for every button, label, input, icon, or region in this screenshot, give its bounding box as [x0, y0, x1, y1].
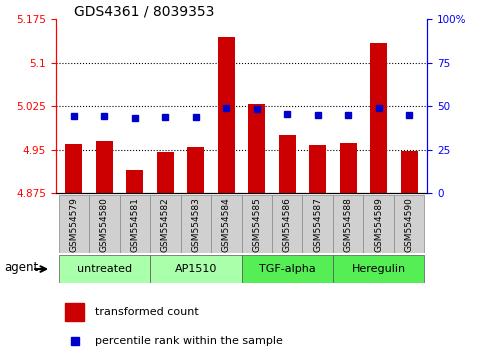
FancyBboxPatch shape	[333, 255, 425, 283]
Text: GSM554582: GSM554582	[161, 198, 170, 252]
Text: GDS4361 / 8039353: GDS4361 / 8039353	[74, 4, 214, 18]
FancyBboxPatch shape	[242, 195, 272, 253]
Text: GSM554587: GSM554587	[313, 198, 322, 252]
Text: GSM554584: GSM554584	[222, 198, 231, 252]
FancyBboxPatch shape	[181, 195, 211, 253]
Bar	[96, 141, 113, 193]
FancyBboxPatch shape	[272, 195, 302, 253]
FancyBboxPatch shape	[58, 255, 150, 283]
FancyBboxPatch shape	[242, 255, 333, 283]
FancyBboxPatch shape	[89, 195, 120, 253]
Bar	[248, 104, 265, 193]
Text: agent: agent	[4, 261, 39, 274]
Bar	[187, 147, 204, 193]
FancyBboxPatch shape	[150, 195, 181, 253]
FancyBboxPatch shape	[363, 195, 394, 253]
Text: percentile rank within the sample: percentile rank within the sample	[95, 336, 283, 346]
FancyBboxPatch shape	[333, 195, 363, 253]
Text: GSM554590: GSM554590	[405, 198, 413, 252]
Bar	[279, 135, 296, 193]
Text: AP1510: AP1510	[174, 264, 217, 274]
Bar	[127, 170, 143, 193]
FancyBboxPatch shape	[302, 195, 333, 253]
Text: GSM554585: GSM554585	[252, 198, 261, 252]
FancyBboxPatch shape	[211, 195, 242, 253]
Text: Heregulin: Heregulin	[352, 264, 406, 274]
Text: GSM554586: GSM554586	[283, 198, 292, 252]
Text: GSM554579: GSM554579	[70, 198, 78, 252]
Bar	[218, 37, 235, 193]
FancyBboxPatch shape	[394, 195, 425, 253]
FancyBboxPatch shape	[150, 255, 242, 283]
Text: transformed count: transformed count	[95, 308, 199, 318]
FancyBboxPatch shape	[58, 195, 89, 253]
Text: TGF-alpha: TGF-alpha	[259, 264, 315, 274]
Bar	[401, 151, 417, 193]
Bar	[66, 144, 82, 193]
Bar	[65, 303, 85, 321]
Text: untreated: untreated	[77, 264, 132, 274]
Text: GSM554580: GSM554580	[100, 198, 109, 252]
Bar	[157, 153, 174, 193]
Bar	[309, 145, 326, 193]
Text: GSM554581: GSM554581	[130, 198, 139, 252]
Text: GSM554588: GSM554588	[344, 198, 353, 252]
FancyBboxPatch shape	[120, 195, 150, 253]
Bar	[370, 42, 387, 193]
Text: GSM554589: GSM554589	[374, 198, 383, 252]
Bar	[340, 143, 356, 193]
Text: GSM554583: GSM554583	[191, 198, 200, 252]
